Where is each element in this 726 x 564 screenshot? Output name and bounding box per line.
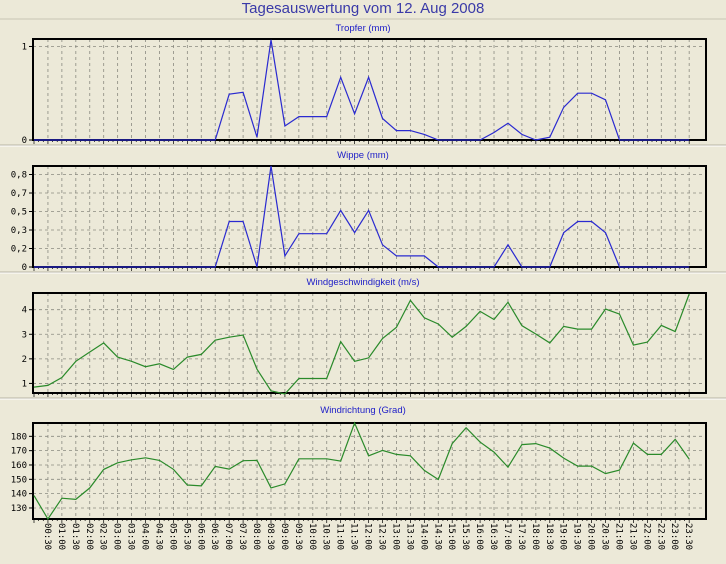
x-tick-label: 22:30: [655, 523, 665, 550]
panel-1: Tropfer (mm) 0 1: [0, 23, 726, 147]
panel-2: Wippe (mm) 0 0,2 0,3 0,5 0,7 0,8: [0, 150, 726, 274]
x-tick-label: 06:30: [209, 523, 219, 550]
x-tick-label: 17:00: [502, 523, 512, 550]
y-tick-label: 180: [11, 432, 27, 442]
x-tick-label: 07:30: [237, 523, 247, 550]
x-tick-label: 01:00: [56, 523, 66, 550]
y-tick-label: 130: [11, 504, 27, 514]
x-tick-label: 12:30: [377, 523, 387, 550]
y-tick-label: 0: [22, 136, 27, 146]
x-tick-label: 15:00: [446, 523, 456, 550]
x-tick-label: 14:00: [418, 523, 428, 550]
x-tick-label: 06:00: [195, 523, 205, 550]
y-tick-label: 1: [22, 42, 27, 52]
series-line: [34, 165, 690, 268]
x-tick-label: 11:30: [349, 523, 359, 550]
y-tick-label: 140: [11, 490, 27, 500]
x-tick-label: 09:30: [293, 523, 303, 550]
y-tick-label: 0,8: [11, 171, 27, 181]
x-tick-label: 03:30: [126, 523, 136, 550]
y-tick-label: 4: [22, 306, 27, 316]
panel-title: Tropfer (mm): [335, 23, 390, 34]
panel-title: Windgeschwindigkeit (m/s): [307, 277, 420, 288]
x-tick-label: 21:00: [613, 523, 623, 550]
x-tick-label: 18:30: [544, 523, 554, 550]
series-line: [33, 293, 690, 395]
x-tick-label: 19:30: [572, 523, 582, 550]
series-line: [33, 421, 690, 521]
y-tick-label: 0,2: [11, 244, 27, 254]
x-tick-label: 11:00: [335, 523, 345, 550]
x-tick-label: 14:30: [432, 523, 442, 550]
x-tick-label: 20:00: [586, 523, 596, 550]
x-tick-label: 01:30: [70, 523, 80, 550]
x-tick-label: 04:30: [153, 523, 163, 550]
y-tick-label: 160: [11, 461, 27, 471]
series-line: [34, 39, 690, 141]
y-tick-label: 0,3: [11, 226, 27, 236]
x-tick-label: 17:30: [516, 523, 526, 550]
y-tick-label: 170: [11, 447, 27, 457]
x-tick-label: 04:00: [140, 523, 150, 550]
page-title: Tagesauswertung vom 12. Aug 2008: [242, 0, 485, 17]
plot-frame: [32, 422, 707, 520]
x-tick-label: 13:00: [390, 523, 400, 550]
x-tick-label: 00:30: [42, 523, 52, 550]
x-tick-label: 12:00: [363, 523, 373, 550]
x-tick-label: 16:00: [474, 523, 484, 550]
x-tick-label: 09:00: [279, 523, 289, 550]
y-tick-label: 0: [22, 263, 27, 273]
y-tick-label: 150: [11, 475, 27, 485]
x-tick-label: 02:00: [84, 523, 94, 550]
x-tick-label: 10:00: [307, 523, 317, 550]
x-tick-label: 08:00: [251, 523, 261, 550]
x-tick-label: 23:00: [669, 523, 679, 550]
x-tick-label: 08:30: [265, 523, 275, 550]
y-tick-label: 3: [22, 330, 27, 340]
x-tick-label: 05:30: [181, 523, 191, 550]
plot-frame: [32, 165, 707, 268]
y-tick-label: 0,5: [11, 208, 27, 218]
x-tick-label: 05:00: [167, 523, 177, 550]
x-tick-label: 16:30: [488, 523, 498, 550]
x-tick-label: 22:00: [641, 523, 651, 550]
plot-frame: [32, 38, 707, 141]
x-tick-label: 02:30: [98, 523, 108, 550]
x-tick-label: 07:00: [223, 523, 233, 550]
x-tick-label: 03:00: [112, 523, 122, 550]
x-tick-label: 21:30: [627, 523, 637, 550]
panel-3: Windgeschwindigkeit (m/s) 1 2 3 4: [0, 277, 726, 400]
x-tick-label: 13:30: [404, 523, 414, 550]
x-tick-label: 18:00: [530, 523, 540, 550]
panel-4: Windrichtung (Grad) 130 140 150 160 170 180: [11, 405, 707, 523]
x-tick-label: 23:30: [683, 523, 693, 550]
y-tick-label: 1: [22, 379, 27, 389]
y-tick-label: 0,7: [11, 189, 27, 199]
x-tick-label: 10:30: [321, 523, 331, 550]
x-axis-labels: 00:30 01:00 01:30 02:00 02:30 03:00 03:30 04:00…: [42, 523, 693, 550]
panel-title: Windrichtung (Grad): [320, 405, 406, 416]
plot-frame: [32, 292, 707, 394]
y-tick-label: 2: [22, 355, 27, 365]
panel-title: Wippe (mm): [337, 150, 389, 161]
x-tick-label: 15:30: [460, 523, 470, 550]
x-tick-label: 19:00: [558, 523, 568, 550]
x-tick-label: 20:30: [600, 523, 610, 550]
